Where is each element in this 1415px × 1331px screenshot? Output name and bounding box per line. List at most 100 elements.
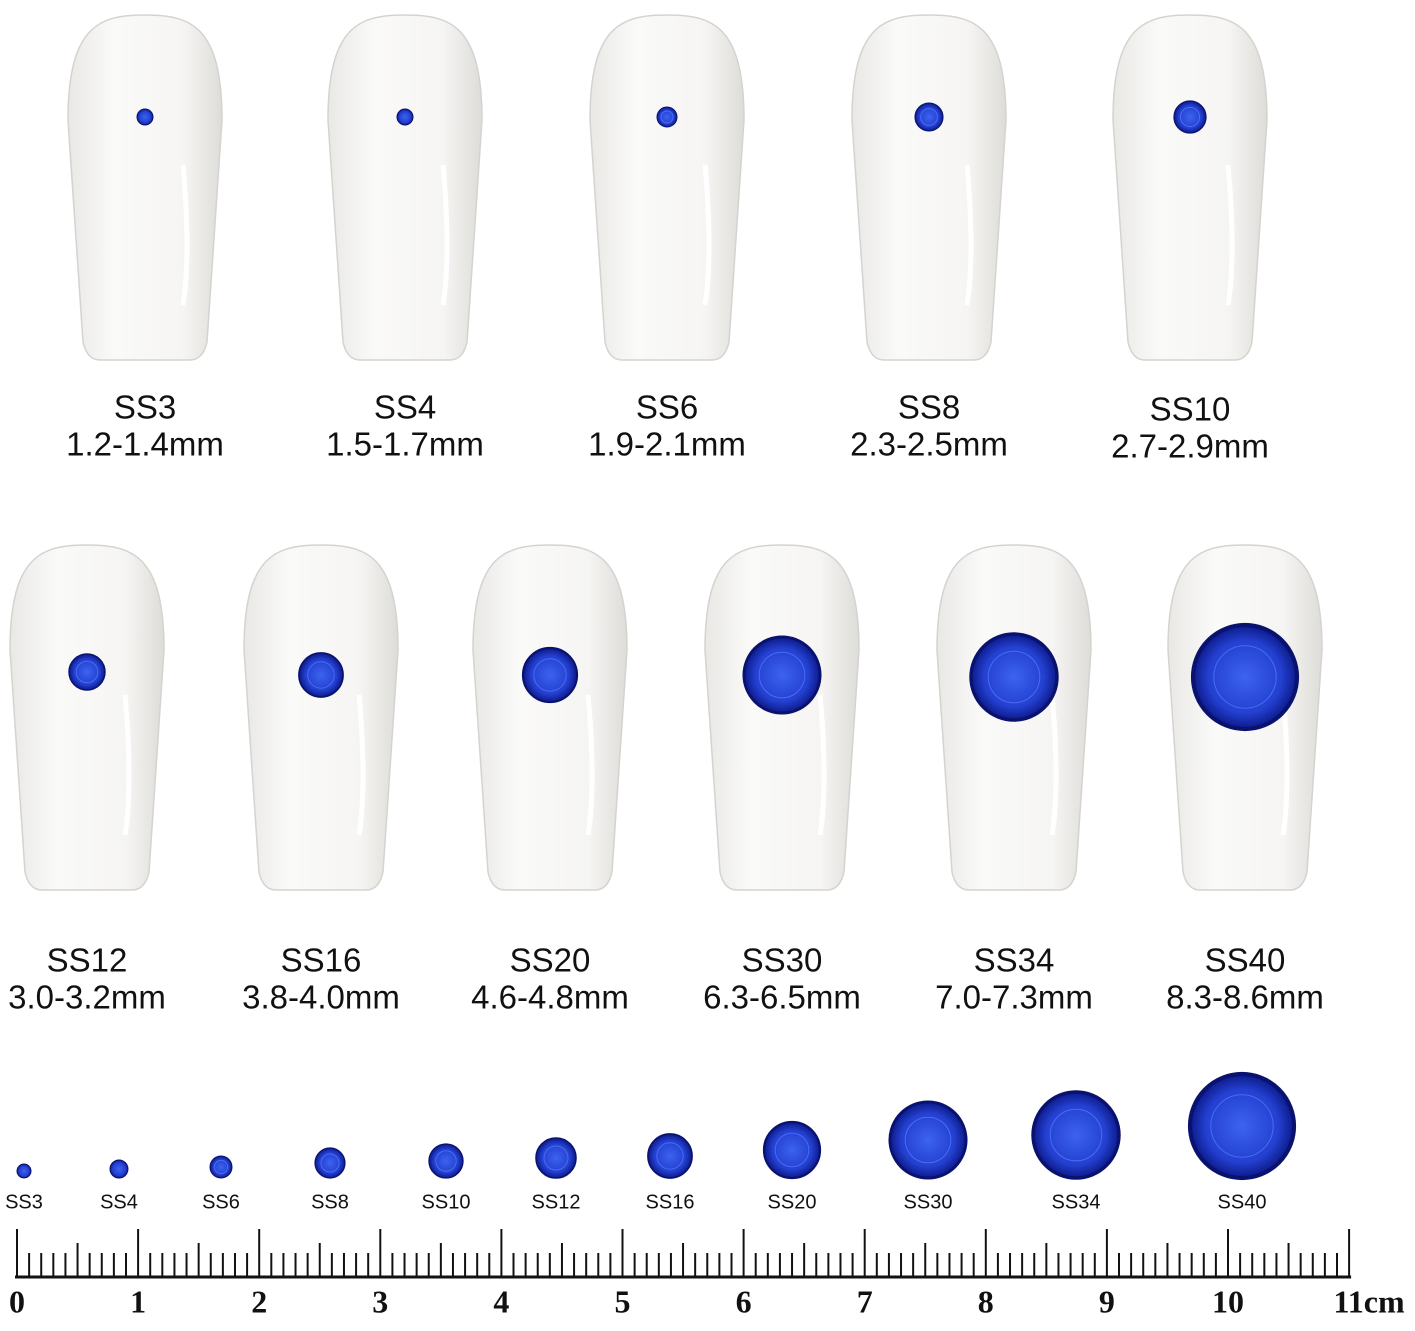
range-label: 3.0-3.2mm: [8, 979, 166, 1016]
gem-facet: [75, 660, 99, 684]
gem-facet: [920, 108, 938, 126]
range-label: 1.5-1.7mm: [326, 426, 484, 463]
nail-shine: [180, 164, 190, 306]
gem: [742, 635, 822, 715]
gem-facet: [1179, 106, 1201, 128]
gem-label: SS20: [768, 1191, 817, 1213]
range-label: 2.3-2.5mm: [850, 426, 1008, 463]
size-label: SS8: [898, 389, 960, 426]
gem-facet: [660, 110, 674, 124]
size-label: SS10: [1150, 391, 1231, 428]
nail: [243, 544, 399, 891]
ruler-label: 3: [372, 1283, 388, 1319]
gem: [396, 108, 414, 126]
gem: [888, 1100, 968, 1180]
range-label: 7.0-7.3mm: [935, 979, 1093, 1016]
gem-facet: [213, 1159, 229, 1175]
gem: [647, 1133, 693, 1179]
range-label: 3.8-4.0mm: [242, 979, 400, 1016]
nail-shine: [440, 164, 450, 306]
gem-facet: [320, 1153, 340, 1173]
size-label: SS4: [374, 389, 436, 426]
size-label: SS30: [742, 942, 823, 979]
size-label: SS20: [510, 942, 591, 979]
size-label: SS16: [281, 942, 362, 979]
gem: [969, 632, 1059, 722]
gem-label: SS40: [1218, 1191, 1267, 1213]
nail-shine: [1225, 164, 1235, 306]
gem: [914, 102, 944, 132]
size-label: SS34: [974, 942, 1055, 979]
gem-label: SS10: [422, 1191, 471, 1213]
ruler-label: 0: [9, 1283, 25, 1319]
gem: [136, 108, 154, 126]
size-label: SS3: [114, 389, 176, 426]
gem-facet: [656, 1142, 684, 1170]
size-label: SS12: [47, 942, 128, 979]
gem-label: SS12: [532, 1191, 581, 1213]
nail: [589, 14, 745, 361]
nail-shine: [817, 694, 827, 836]
gem-label: SS16: [646, 1191, 695, 1213]
ruler-label: 4: [493, 1283, 509, 1319]
gem-facet: [1213, 645, 1277, 709]
range-label: 4.6-4.8mm: [471, 979, 629, 1016]
ruler-label: 5: [615, 1283, 631, 1319]
gem-label: SS34: [1052, 1191, 1101, 1213]
gem-facet: [307, 661, 335, 689]
nail-shine: [1280, 694, 1290, 836]
ruler-label: 7: [857, 1283, 873, 1319]
gem-facet: [435, 1150, 457, 1172]
gem: [535, 1137, 577, 1179]
nail-shine: [585, 694, 595, 836]
gem: [762, 1120, 822, 1180]
nail-shine: [702, 164, 712, 306]
gem: [298, 652, 344, 698]
nail: [327, 14, 483, 361]
gem: [1173, 100, 1207, 134]
gem-facet: [904, 1116, 952, 1164]
gem: [1031, 1090, 1121, 1180]
nail: [1112, 14, 1268, 361]
ruler-label: 6: [736, 1283, 752, 1319]
gem: [209, 1155, 233, 1179]
nail-shine: [356, 694, 366, 836]
gem-label: SS30: [904, 1191, 953, 1213]
range-label: 8.3-8.6mm: [1166, 979, 1324, 1016]
gem: [314, 1147, 346, 1179]
gem: [16, 1163, 32, 1179]
gem-facet: [1049, 1108, 1103, 1162]
nail: [851, 14, 1007, 361]
gem: [1190, 622, 1300, 732]
nail: [9, 544, 165, 891]
range-label: 1.9-2.1mm: [588, 426, 746, 463]
range-label: 2.7-2.9mm: [1111, 428, 1269, 465]
gem-facet: [1210, 1094, 1274, 1158]
nail-shine: [964, 164, 974, 306]
size-label: SS40: [1205, 942, 1286, 979]
gem-label: SS4: [100, 1191, 138, 1213]
ruler-label: 11cm: [1334, 1283, 1405, 1319]
ruler-label: 9: [1099, 1283, 1115, 1319]
gem-facet: [533, 658, 567, 692]
gem-facet: [774, 1132, 810, 1168]
gem-label: SS3: [5, 1191, 43, 1213]
gem: [428, 1143, 464, 1179]
ruler-label: 10: [1212, 1283, 1244, 1319]
range-label: 1.2-1.4mm: [66, 426, 224, 463]
size-label: SS6: [636, 389, 698, 426]
ruler-label: 8: [978, 1283, 994, 1319]
gem-facet: [987, 650, 1041, 704]
nail: [704, 544, 860, 891]
ruler-label: 2: [251, 1283, 267, 1319]
gem-facet: [758, 651, 806, 699]
nail-shine: [1049, 694, 1059, 836]
nail-shine: [122, 694, 132, 836]
gem: [521, 646, 579, 704]
ruler-label: 1: [130, 1283, 146, 1319]
gem: [656, 106, 678, 128]
gem-facet: [543, 1145, 569, 1171]
gem-label: SS6: [202, 1191, 240, 1213]
gem: [1187, 1071, 1297, 1181]
